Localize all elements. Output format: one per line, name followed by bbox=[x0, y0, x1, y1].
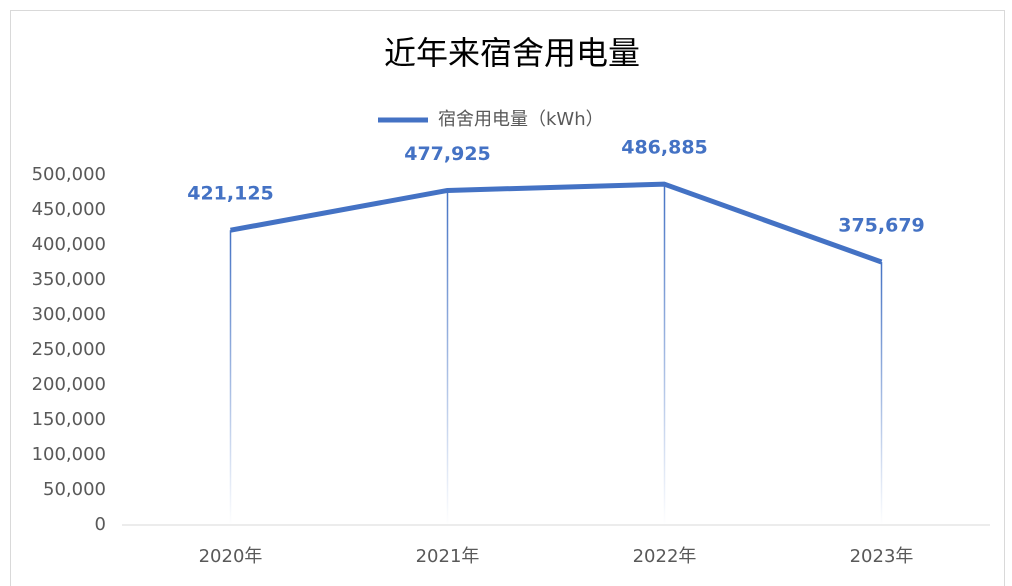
y-tick-label: 200,000 bbox=[32, 374, 106, 395]
drop-line bbox=[663, 184, 666, 526]
x-tick-label: 2023年 bbox=[850, 546, 914, 567]
data-label: 477,925 bbox=[404, 143, 491, 165]
legend-label: 宿舍用电量（kWh） bbox=[438, 109, 604, 130]
drop-line bbox=[446, 190, 449, 525]
y-tick-label: 250,000 bbox=[32, 339, 106, 360]
data-label: 375,679 bbox=[838, 215, 925, 237]
line-series bbox=[230, 181, 883, 265]
y-tick-label: 450,000 bbox=[32, 199, 106, 220]
x-tick-label: 2021年 bbox=[416, 546, 480, 567]
drop-line bbox=[880, 262, 883, 525]
y-tick-label: 150,000 bbox=[32, 409, 106, 430]
y-tick-label: 0 bbox=[95, 514, 106, 535]
y-tick-label: 400,000 bbox=[32, 234, 106, 255]
drop-line bbox=[229, 230, 232, 525]
chart-title: 近年来宿舍用电量 bbox=[384, 34, 640, 72]
y-tick-label: 500,000 bbox=[32, 164, 106, 185]
y-tick-label: 350,000 bbox=[32, 269, 106, 290]
data-label: 486,885 bbox=[621, 137, 708, 159]
y-tick-label: 50,000 bbox=[43, 479, 106, 500]
x-tick-label: 2022年 bbox=[633, 546, 697, 567]
x-tick-label: 2020年 bbox=[199, 546, 263, 567]
y-tick-label: 100,000 bbox=[32, 444, 106, 465]
data-label: 421,125 bbox=[187, 183, 274, 205]
chart-border bbox=[10, 10, 1005, 586]
y-tick-label: 300,000 bbox=[32, 304, 106, 325]
